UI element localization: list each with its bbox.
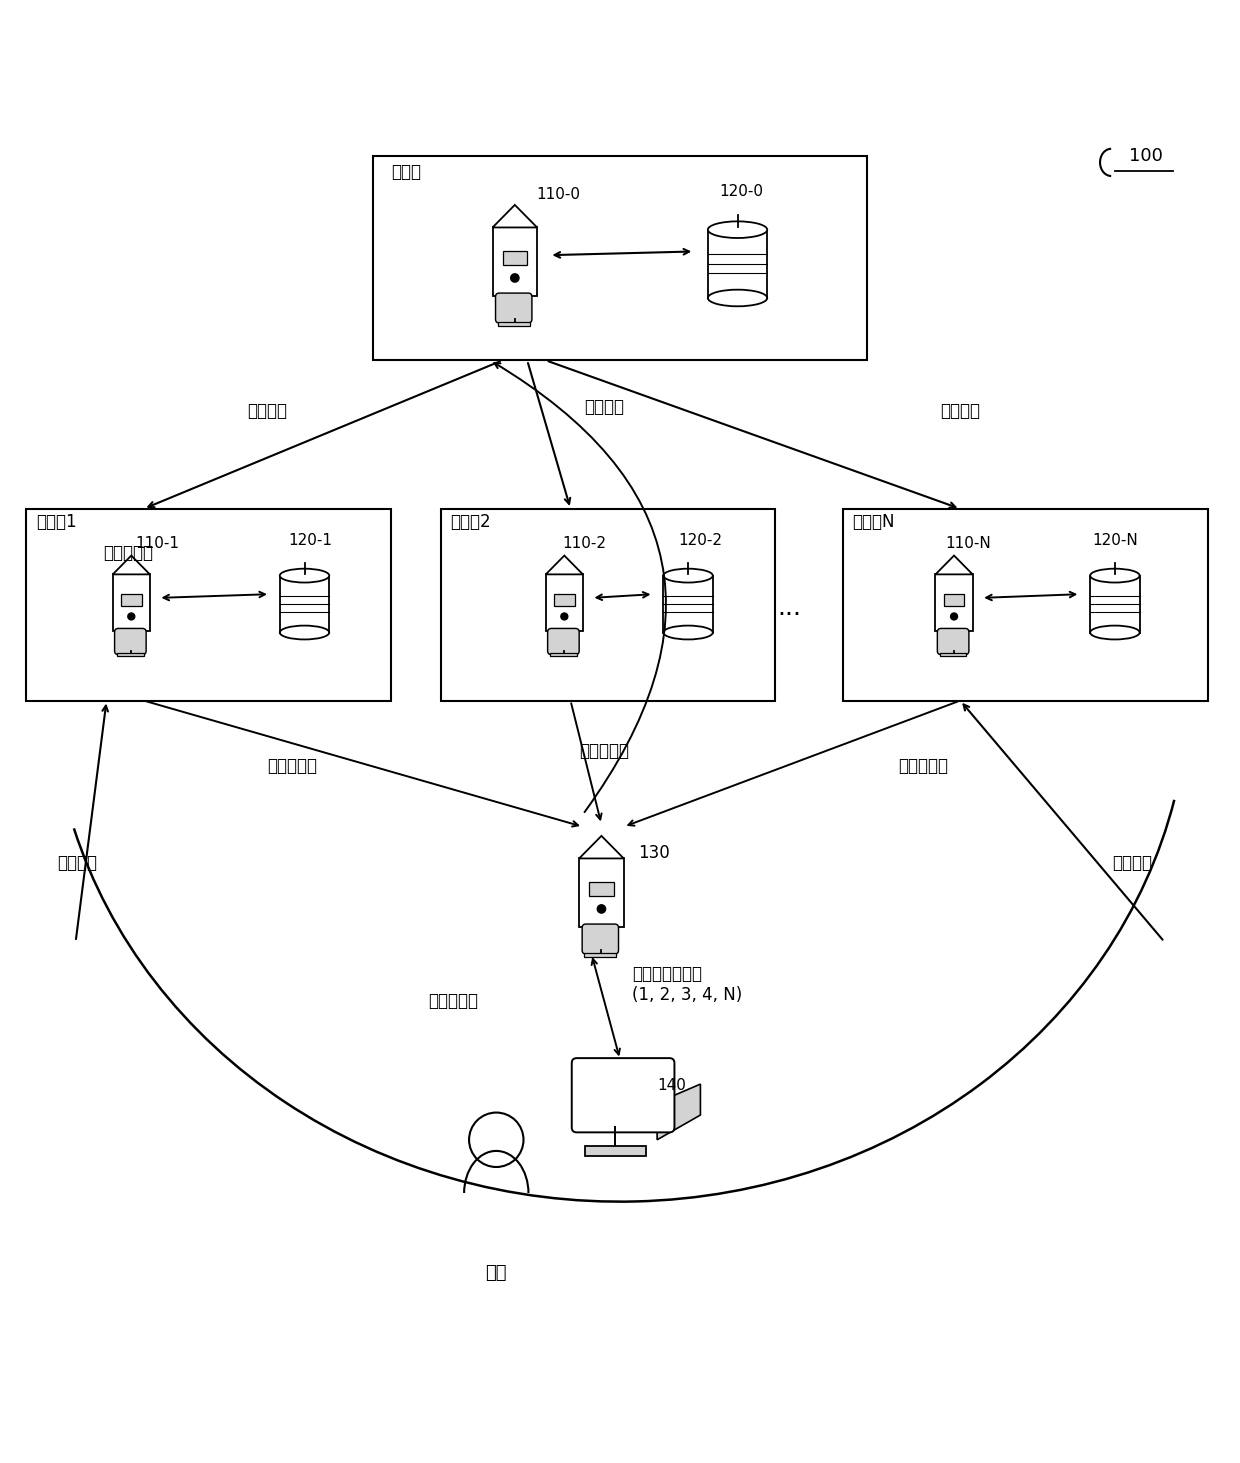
Text: 资源同步: 资源同步 (940, 402, 981, 420)
FancyBboxPatch shape (114, 629, 146, 654)
FancyBboxPatch shape (582, 925, 619, 954)
Text: 140: 140 (657, 1078, 686, 1093)
Text: 资源同步: 资源同步 (584, 398, 624, 417)
Circle shape (128, 613, 135, 620)
Bar (113, 575, 150, 631)
Bar (585, 1146, 646, 1156)
Bar (502, 250, 527, 265)
Text: ...: ... (777, 595, 801, 620)
Text: 120-N: 120-N (1092, 533, 1138, 547)
Bar (372, 157, 868, 360)
Text: 镜像源2: 镜像源2 (450, 514, 491, 531)
Ellipse shape (708, 221, 768, 238)
FancyBboxPatch shape (937, 629, 968, 654)
Text: 110-0: 110-0 (536, 187, 580, 202)
Text: 110-N: 110-N (945, 537, 991, 552)
Text: 镜像源N: 镜像源N (853, 514, 895, 531)
Text: 下载请求: 下载请求 (1112, 853, 1152, 872)
Circle shape (511, 274, 520, 282)
Bar (551, 654, 577, 657)
Text: 100: 100 (1128, 148, 1163, 165)
Bar (440, 509, 775, 701)
Text: 110-1: 110-1 (135, 537, 179, 552)
Circle shape (598, 904, 605, 913)
Ellipse shape (280, 626, 330, 639)
Bar (26, 509, 391, 701)
Text: 120-2: 120-2 (678, 533, 722, 547)
Text: 资源同步: 资源同步 (248, 402, 288, 420)
Ellipse shape (280, 569, 330, 582)
Polygon shape (579, 835, 624, 859)
Polygon shape (935, 556, 972, 575)
Text: 官方源: 官方源 (391, 164, 422, 181)
Text: 110-2: 110-2 (562, 537, 606, 552)
Bar (497, 322, 529, 326)
Bar (117, 654, 144, 657)
Bar (843, 509, 1208, 701)
Text: 镜像源1: 镜像源1 (36, 514, 77, 531)
Bar (589, 882, 614, 897)
Bar (579, 859, 624, 926)
Polygon shape (546, 556, 583, 575)
Text: 镜像源管理: 镜像源管理 (579, 742, 629, 761)
Text: 推荐镜像源集合
(1, 2, 3, 4, N): 推荐镜像源集合 (1, 2, 3, 4, N) (632, 966, 743, 1004)
Bar (935, 575, 972, 631)
Text: 120-1: 120-1 (289, 533, 332, 547)
Polygon shape (657, 1084, 701, 1140)
Ellipse shape (663, 569, 713, 582)
Text: 镜像源管理: 镜像源管理 (898, 756, 949, 775)
Bar (584, 954, 616, 957)
Ellipse shape (708, 290, 768, 306)
Text: 用户: 用户 (486, 1264, 507, 1283)
FancyBboxPatch shape (496, 293, 532, 323)
Text: 下载请求: 下载请求 (57, 853, 97, 872)
Bar (492, 227, 537, 296)
Circle shape (951, 613, 957, 620)
Text: 130: 130 (639, 844, 671, 862)
Bar (940, 654, 966, 657)
Ellipse shape (1090, 569, 1140, 582)
Polygon shape (113, 556, 150, 575)
Bar (122, 594, 141, 606)
Circle shape (560, 613, 568, 620)
Text: 120-0: 120-0 (719, 184, 763, 199)
Text: 镜像源管理: 镜像源管理 (267, 756, 317, 775)
Text: 源连接请求: 源连接请求 (428, 992, 477, 1009)
Ellipse shape (663, 626, 713, 639)
Bar (944, 594, 965, 606)
Text: 镜像源管理: 镜像源管理 (103, 544, 153, 562)
Ellipse shape (1090, 626, 1140, 639)
FancyBboxPatch shape (548, 629, 579, 654)
Bar (546, 575, 583, 631)
Bar (554, 594, 574, 606)
FancyBboxPatch shape (572, 1058, 675, 1132)
Circle shape (469, 1112, 523, 1167)
Polygon shape (492, 205, 537, 227)
